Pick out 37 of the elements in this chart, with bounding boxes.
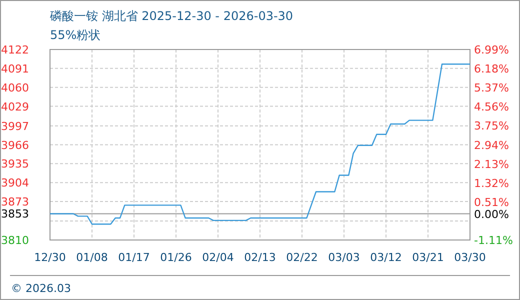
y-tick-label: 3997: [1, 120, 29, 133]
chart-title: 磷酸一铵 湖北省 2025-12-30 - 2026-03-30: [49, 9, 294, 23]
chart-subtitle: 55%粉状: [50, 28, 101, 42]
y-tick-label: 4060: [1, 81, 29, 94]
x-tick-label: 02/13: [244, 251, 276, 264]
y2-tick-label: 5.37%: [474, 82, 509, 95]
x-tick-label: 03/21: [412, 251, 444, 264]
y-tick-label: 4122: [1, 44, 29, 56]
y2-tick-label: 0.51%: [474, 196, 509, 209]
x-tick-label: 03/03: [328, 251, 360, 264]
y2-tick-label: 1.32%: [474, 176, 509, 190]
y2-tick-label: 2.13%: [474, 158, 509, 171]
y2-tick-label: -1.11%: [474, 234, 513, 247]
y2-tick-label: 6.18%: [474, 62, 509, 76]
y2-tick-label: 3.75%: [474, 120, 509, 133]
x-tick-label: 01/08: [76, 251, 108, 264]
y-tick-label: 4091: [1, 62, 29, 76]
x-tick-label: 01/17: [118, 251, 150, 264]
y-tick-label: 3810: [1, 234, 29, 247]
y2-tick-label: 2.94%: [474, 138, 509, 152]
text: © 2026.03: [11, 282, 71, 295]
y-tick-label: 3966: [1, 138, 29, 152]
y2-tick-label: 4.56%: [474, 100, 509, 114]
x-tick-label: 02/04: [202, 251, 234, 264]
y-tick-label: 3873: [1, 196, 29, 209]
x-tick-label: 02/22: [286, 251, 318, 264]
x-tick-label: 01/26: [160, 251, 192, 264]
y-tick-label: 3935: [1, 158, 29, 171]
line-series: [49, 64, 471, 225]
y-tick-label: 3853: [1, 208, 29, 221]
y2-tick-label: 0.00%: [474, 208, 509, 221]
x-tick-label: 03/12: [370, 251, 402, 264]
y-tick-label: 4029: [1, 100, 29, 114]
y2-tick-label: 6.99%: [474, 44, 509, 56]
x-tick-label: 12/30: [34, 251, 66, 264]
y-tick-label: 3904: [1, 176, 29, 190]
x-tick-label: 03/30: [454, 251, 486, 264]
